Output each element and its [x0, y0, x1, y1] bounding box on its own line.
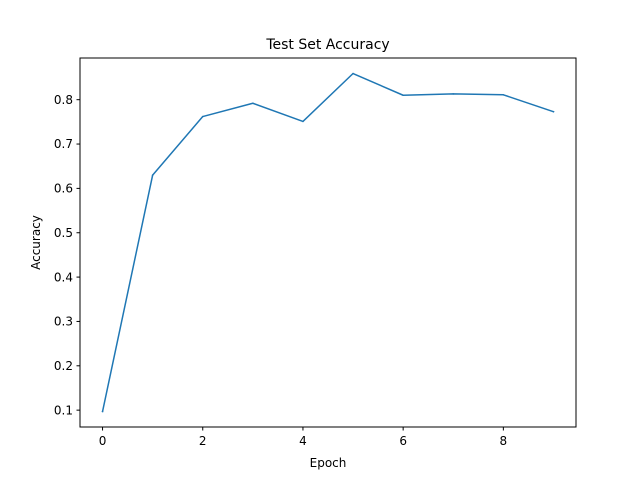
x-tick-label: 6	[399, 434, 407, 448]
y-tick-label: 0.2	[54, 359, 73, 373]
x-tick-label: 2	[199, 434, 207, 448]
x-tick-label: 4	[299, 434, 307, 448]
y-tick-label: 0.1	[54, 403, 73, 417]
plot-area-frame	[79, 57, 577, 428]
data-point	[201, 115, 204, 118]
data-point	[101, 410, 104, 413]
x-tick-label: 8	[500, 434, 508, 448]
data-point	[352, 72, 354, 75]
x-axis: 0 2 4 6 8	[99, 427, 507, 448]
data-point	[452, 93, 455, 95]
data-point	[402, 94, 404, 97]
y-tick-label: 0.7	[54, 137, 73, 151]
data-point	[502, 94, 505, 96]
plot-marks	[101, 72, 555, 413]
y-tick-label: 0.5	[54, 226, 73, 240]
y-tick-label: 0.6	[54, 182, 73, 196]
y-tick-label: 0.4	[54, 270, 73, 284]
y-tick-label: 0.8	[54, 93, 73, 107]
data-point	[252, 102, 254, 105]
data-point	[552, 110, 555, 113]
accuracy-series-line	[101, 72, 555, 413]
x-axis-label: Epoch	[310, 456, 347, 470]
data-point	[151, 174, 154, 176]
x-tick-label: 0	[99, 434, 107, 448]
y-tick-label: 0.3	[54, 315, 73, 329]
chart-title: Test Set Accuracy	[265, 37, 389, 53]
y-axis-label: Accuracy	[29, 215, 43, 270]
y-axis: 0.1 0.2 0.3 0.4 0.5 0.6 0.7 0.8	[54, 93, 80, 417]
data-point	[302, 120, 304, 123]
